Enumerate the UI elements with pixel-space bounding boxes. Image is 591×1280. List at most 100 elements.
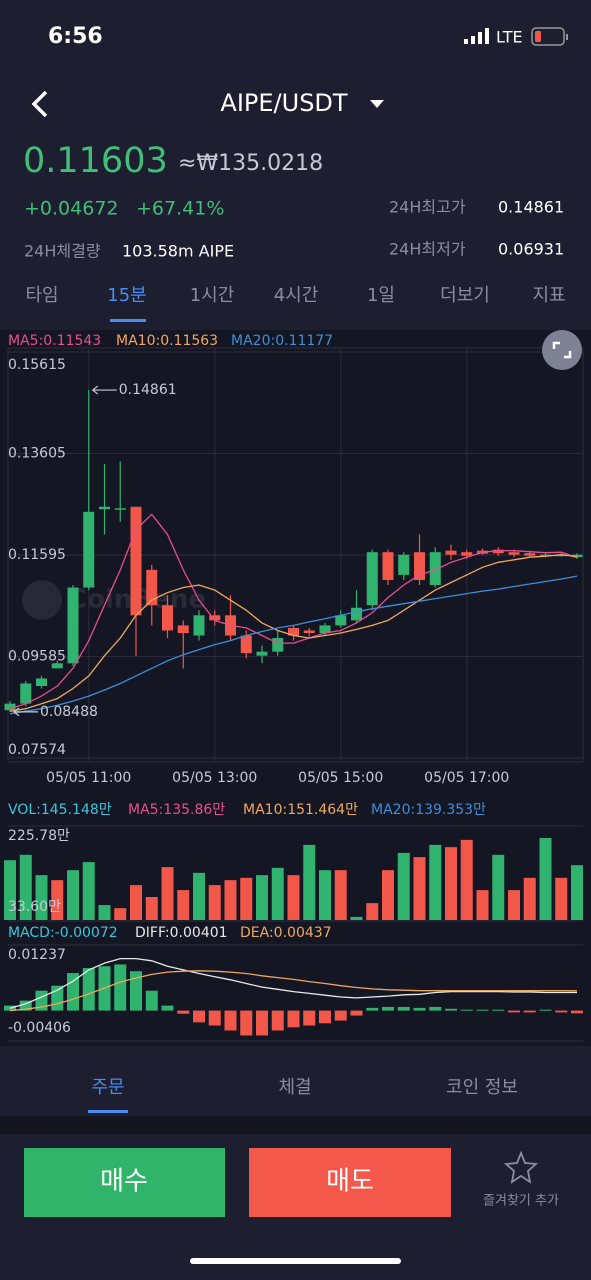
volume-bar <box>67 870 79 920</box>
pair-dropdown[interactable] <box>370 100 384 108</box>
macd-bar <box>130 971 142 1011</box>
favorite-icon[interactable] <box>503 1150 539 1184</box>
high-label: 24H최고가 <box>389 198 466 217</box>
candle-body <box>540 554 551 557</box>
chart-panel <box>0 330 591 1046</box>
volume-bar <box>35 875 48 920</box>
y-tick-label: 0.09585 <box>8 648 66 664</box>
legend-entry: DEA:0.00437 <box>240 925 332 941</box>
bottom-tab-bar <box>0 1046 591 1116</box>
volume-bar <box>397 852 410 920</box>
volume-bar <box>303 844 316 920</box>
signal-icon <box>464 28 489 44</box>
ma-line <box>9 957 577 1009</box>
charts: CoinBene0.075740.095850.115950.136050.15… <box>4 333 583 1036</box>
candle-body <box>508 552 520 555</box>
bottom-tab[interactable]: 체결 <box>278 1077 311 1098</box>
interval-tab[interactable]: 타임 <box>25 285 58 306</box>
candle-body <box>288 627 299 636</box>
y-tick-label: -0.00406 <box>8 1020 71 1036</box>
bottom-tab[interactable]: 주문 <box>91 1077 124 1098</box>
candle-body <box>130 506 142 616</box>
x-tick-label: 05/05 15:00 <box>298 770 383 786</box>
high-value: 0.14861 <box>498 198 564 217</box>
macd-bar <box>224 1010 237 1031</box>
legend-entry: MA5:135.86만 <box>128 802 225 818</box>
macd-bar <box>287 1010 300 1028</box>
interval-tab[interactable]: 1일 <box>367 285 395 306</box>
buy-button[interactable] <box>24 1148 225 1217</box>
low-label: 24H최저가 <box>389 240 466 259</box>
last-price: 0.11603 <box>23 141 168 181</box>
x-tick-label: 05/05 13:00 <box>172 770 257 786</box>
panel-borders <box>7 347 584 1042</box>
candle-body <box>99 506 110 510</box>
candle-body <box>4 703 16 711</box>
legend-entry: MA5:0.11543 <box>8 333 101 349</box>
interval-tab[interactable]: 지표 <box>532 285 565 306</box>
macd-bar <box>114 964 127 1011</box>
candle-body <box>429 552 441 586</box>
candle-body <box>382 552 394 580</box>
macd-bar <box>366 1007 379 1011</box>
krw-price: ≈₩135.0218 <box>178 151 323 176</box>
volume-bar <box>224 880 237 920</box>
y-tick-label: 0.11595 <box>8 547 66 563</box>
sell-button[interactable] <box>249 1148 451 1217</box>
fullscreen-button[interactable] <box>542 330 582 370</box>
volume-bar <box>460 839 473 920</box>
pair-title[interactable]: AIPE/USDT <box>220 89 348 117</box>
x-tick-label: 05/05 11:00 <box>46 770 131 786</box>
favorite-label[interactable]: 즐겨찾기 추가 <box>483 1194 559 1209</box>
ma-line <box>9 970 578 1012</box>
annotation-label: 0.08488 <box>40 704 98 720</box>
candle-body <box>492 549 504 554</box>
home-indicator <box>190 1258 401 1264</box>
volume-bar <box>523 877 536 920</box>
volume-bar <box>208 885 221 920</box>
macd-bar <box>271 1010 284 1031</box>
sell-label[interactable]: 매도 <box>326 1167 374 1197</box>
annotation-arrow <box>13 707 38 717</box>
volume-bar <box>271 867 284 920</box>
interval-tab[interactable]: 더보기 <box>440 285 490 306</box>
macd-bar <box>319 1010 331 1024</box>
volume-bar <box>492 854 505 920</box>
volume-bar <box>51 880 64 920</box>
legend-entry: DIFF:0.00401 <box>135 925 228 941</box>
macd-bar <box>303 1010 316 1026</box>
candle-body <box>240 635 252 654</box>
buy-label[interactable]: 매수 <box>100 1167 148 1197</box>
y-tick-label: 33.60만 <box>8 899 61 915</box>
macd-bar <box>161 1005 174 1011</box>
volume-bar <box>130 885 142 920</box>
y-tick-label: 0.15615 <box>8 357 66 373</box>
interval-tab[interactable]: 15분 <box>107 285 146 306</box>
volume-bar <box>445 847 457 920</box>
candle-body <box>461 552 473 556</box>
back-button[interactable] <box>31 90 48 118</box>
volume-bar <box>240 877 253 920</box>
macd-bar <box>492 1009 505 1011</box>
candle-body <box>20 683 32 704</box>
bottom-tab-indicator <box>88 1110 128 1113</box>
legend-entry: MA20:139.353만 <box>371 802 486 818</box>
candle-body <box>366 552 378 606</box>
volume-bar <box>4 860 16 920</box>
volume-bar <box>145 897 158 920</box>
legend-entry: MA10:0.11563 <box>116 333 218 349</box>
macd-bar <box>208 1010 221 1026</box>
bottom-tab[interactable]: 코인 정보 <box>446 1077 518 1098</box>
candle-body <box>177 625 189 633</box>
volume-bar <box>334 870 347 920</box>
volume-bar <box>19 854 32 920</box>
volume-bar <box>287 875 300 920</box>
volume-label: 24H체결량 <box>24 242 101 261</box>
candle-body <box>114 508 126 510</box>
candle-body <box>36 678 47 686</box>
volume-bar <box>98 905 111 920</box>
interval-tab[interactable]: 4시간 <box>274 285 319 306</box>
y-tick-label: 0.01237 <box>8 947 66 963</box>
interval-tab[interactable]: 1시간 <box>190 285 235 306</box>
